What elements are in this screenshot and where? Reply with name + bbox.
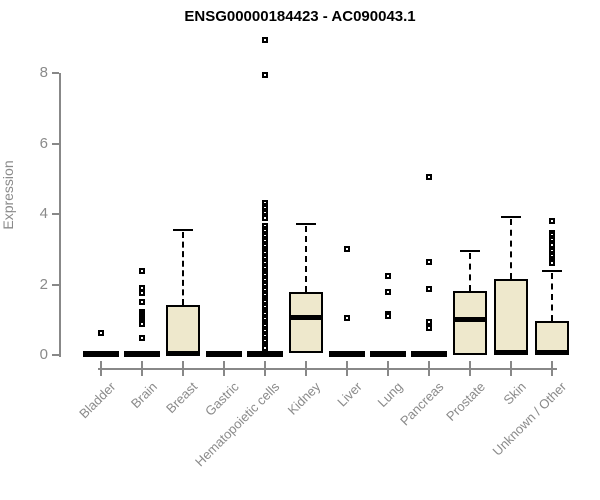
y-axis-tick <box>52 354 59 356</box>
outlier-point <box>426 173 432 180</box>
box-hematopoietic-cells <box>247 351 283 358</box>
outlier-point <box>426 325 432 332</box>
x-tick-label-bladder: Bladder <box>76 379 119 422</box>
x-tick-label-lung: Lung <box>374 379 406 411</box>
whisker-cap-kidney <box>296 223 316 226</box>
outlier-point <box>385 289 391 296</box>
y-axis-tick <box>52 213 59 215</box>
outlier-point <box>426 318 432 325</box>
whisker-cap-unknown-other <box>542 270 562 273</box>
outlier-point <box>139 321 145 328</box>
y-tick-label: 6 <box>39 134 48 152</box>
median-prostate <box>453 317 487 323</box>
chart-title: ENSG00000184423 - AC090043.1 <box>184 8 416 25</box>
y-axis-tick <box>52 72 59 74</box>
x-axis-tick <box>387 361 389 376</box>
upper-whisker-prostate <box>469 253 471 292</box>
x-axis-tick <box>510 361 512 376</box>
median-breast <box>166 350 200 356</box>
outlier-point <box>262 37 268 44</box>
outlier-point <box>549 260 555 267</box>
outlier-point <box>262 345 268 352</box>
outlier-point <box>344 315 350 322</box>
x-axis-tick <box>469 361 471 376</box>
outlier-point <box>385 273 391 280</box>
whisker-cap-skin <box>501 216 521 219</box>
y-axis-tick <box>52 142 59 145</box>
box-skin <box>494 278 528 355</box>
outlier-point <box>139 268 145 275</box>
upper-whisker-skin <box>510 219 512 279</box>
outlier-point <box>139 299 145 306</box>
outlier-point <box>549 218 555 225</box>
upper-whisker-unknown-other <box>551 273 553 321</box>
y-tick-label: 2 <box>39 275 48 293</box>
outlier-point <box>262 215 268 222</box>
x-axis-tick <box>346 361 348 376</box>
median-unknown-other <box>535 350 569 356</box>
box-brain <box>124 351 160 358</box>
box-liver <box>329 351 365 358</box>
outlier-point <box>139 335 145 342</box>
x-tick-label-unknown-other: Unknown / Other <box>490 379 570 459</box>
median-skin <box>494 350 528 356</box>
box-breast <box>166 304 200 355</box>
x-axis-tick <box>141 361 143 376</box>
x-axis-tick <box>428 361 430 376</box>
x-tick-label-liver: Liver <box>334 379 365 410</box>
median-kidney <box>289 315 323 321</box>
x-tick-label-gastric: Gastric <box>201 379 242 419</box>
x-tick-label-brain: Brain <box>127 379 160 412</box>
outlier-point <box>344 246 350 253</box>
x-axis-tick <box>264 361 266 376</box>
x-tick-label-skin: Skin <box>500 379 529 408</box>
x-axis-tick <box>182 361 184 376</box>
outlier-point <box>98 329 104 336</box>
box-kidney <box>289 292 323 354</box>
whisker-cap-prostate <box>460 250 480 253</box>
y-axis-line <box>59 73 61 357</box>
outlier-point <box>262 71 268 78</box>
whisker-cap-breast <box>173 228 193 231</box>
outlier-point <box>426 258 432 265</box>
outlier-point <box>426 286 432 293</box>
x-tick-label-kidney: Kidney <box>284 379 324 418</box>
y-axis-tick <box>52 283 59 286</box>
y-tick-label: 4 <box>39 205 48 222</box>
box-lung <box>370 351 406 358</box>
outlier-point <box>139 289 145 296</box>
box-gastric <box>206 351 242 358</box>
box-prostate <box>453 291 487 355</box>
y-tick-label: 0 <box>39 346 48 363</box>
x-tick-label-pancreas: Pancreas <box>397 379 447 429</box>
upper-whisker-breast <box>182 231 184 305</box>
outlier-point <box>549 241 555 248</box>
x-axis-tick <box>305 361 307 376</box>
x-tick-label-prostate: Prostate <box>442 379 488 424</box>
box-bladder <box>83 351 119 358</box>
upper-whisker-kidney <box>305 226 307 293</box>
x-axis-tick <box>100 361 102 376</box>
x-tick-label-breast: Breast <box>163 379 201 417</box>
y-tick-label: 8 <box>39 64 48 81</box>
x-axis-line <box>98 368 557 370</box>
x-axis-tick <box>223 361 225 376</box>
outlier-point <box>385 313 391 320</box>
box-pancreas <box>411 351 447 358</box>
x-axis-tick <box>551 361 553 376</box>
